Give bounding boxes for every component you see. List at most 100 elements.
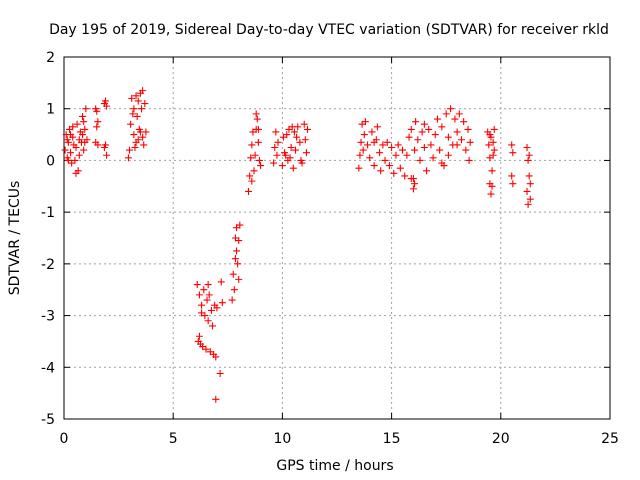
data-point [489,138,497,146]
data-point [139,87,147,95]
data-point [282,151,290,159]
data-point [438,159,446,167]
data-point [297,156,305,164]
data-point [212,353,220,361]
data-point [385,162,393,170]
data-point [81,125,89,133]
data-point [453,141,461,149]
data-point [286,154,294,162]
data-point [433,115,441,123]
data-point [425,125,433,133]
data-point [231,234,239,242]
data-point [373,123,381,131]
data-point [460,118,468,126]
data-point [407,175,415,183]
data-point [253,115,261,123]
data-point [453,128,461,136]
data-point [203,296,211,304]
data-point [195,291,203,299]
data-point [416,156,424,164]
data-point [204,281,212,289]
data-point [81,138,89,146]
data-point [525,172,533,180]
data-point [287,144,295,151]
data-point [442,110,450,118]
grid-lines [64,57,610,419]
data-point [254,138,262,146]
data-point [257,162,265,170]
data-point [427,141,435,149]
data-point [72,169,80,177]
data-point [94,141,102,149]
x-tick-labels: 0 5 10 15 20 25 [60,431,619,447]
data-point [204,317,212,325]
data-point [394,141,402,149]
data-point [247,154,255,162]
data-point [381,156,389,164]
x-tick-label: 10 [273,431,291,447]
data-point [278,162,286,170]
data-point [368,128,376,136]
data-point [73,120,81,128]
data-point [79,131,87,139]
data-point [361,118,369,126]
data-point [71,156,79,164]
data-point [216,369,224,377]
data-point [133,112,141,120]
data-point [377,167,385,175]
data-point [103,102,111,110]
data-point [75,151,83,159]
x-tick-label: 15 [383,431,401,447]
plot-frame [63,56,611,420]
data-point [141,100,149,108]
data-point [64,156,72,164]
data-point [486,131,494,139]
data-point [438,123,446,131]
data-point [138,105,146,113]
data-point [283,131,291,139]
data-point [523,144,531,151]
data-point [248,141,256,149]
data-point [523,187,531,195]
data-point [218,299,226,307]
data-point [409,185,417,193]
y-tick-label: 0 [46,153,55,169]
data-point [296,138,304,146]
data-point [524,156,532,164]
data-point [356,151,364,159]
data-point [302,149,310,157]
data-point [490,146,498,154]
data-point [270,159,278,167]
data-point [526,180,534,188]
data-point [100,144,108,151]
data-point [401,172,409,180]
data-point [248,177,256,185]
data-point [229,270,237,278]
data-point [431,131,439,139]
data-point [202,345,210,353]
data-point [405,133,413,141]
x-tick-label: 0 [60,431,69,447]
data-point [129,110,137,118]
data-point [67,131,75,139]
data-point [94,118,102,126]
data-point [366,154,374,162]
data-point [288,123,296,131]
data-point [399,146,407,154]
data-point [509,149,517,157]
data-point [370,162,378,170]
data-point [357,138,365,146]
x-tick-label: 5 [169,431,178,447]
data-point [205,291,213,299]
data-point [383,138,391,146]
data-point [80,118,88,126]
data-point [231,255,239,263]
data-point [230,286,238,294]
data-point [246,172,254,180]
data-point [364,141,372,149]
data-point [93,107,101,115]
data-point [212,395,220,403]
data-point [61,146,69,154]
data-point [466,138,474,146]
data-point [360,131,368,139]
